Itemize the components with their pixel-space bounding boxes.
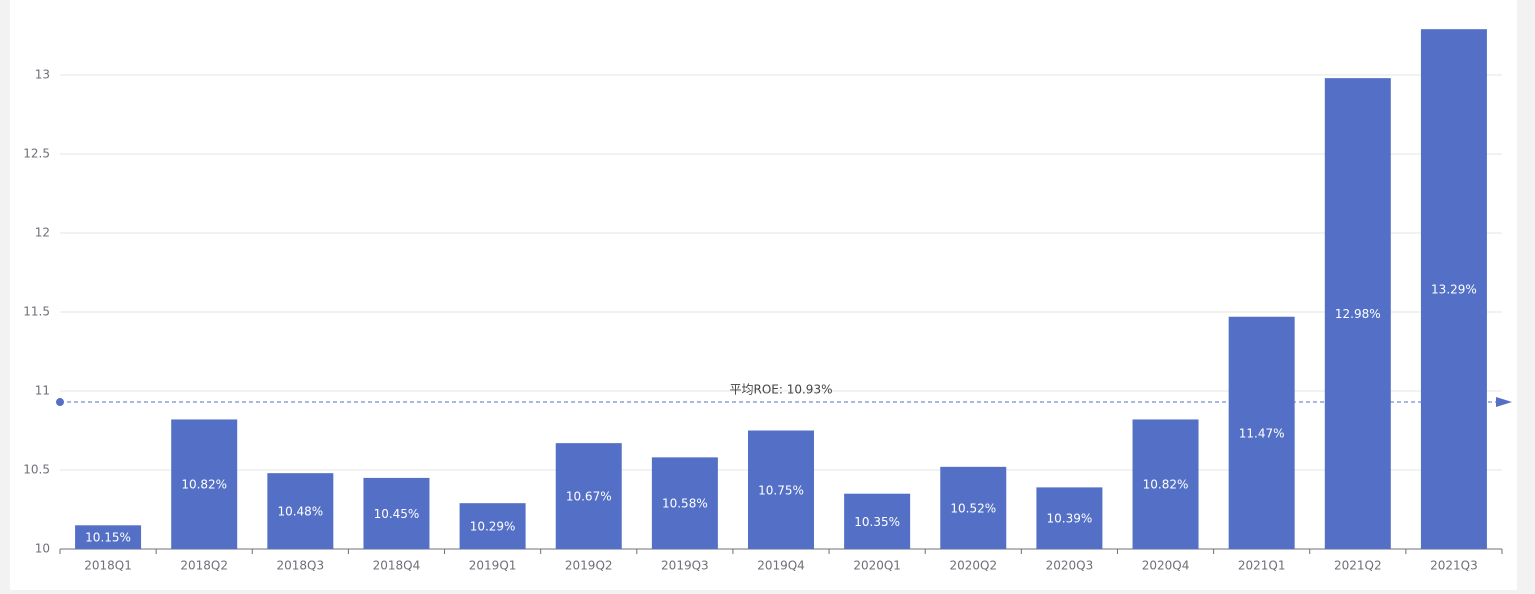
y-tick-label: 12.5 xyxy=(23,147,50,161)
value-label: 10.75% xyxy=(758,483,804,497)
bar xyxy=(1228,316,1295,549)
bar xyxy=(555,443,622,549)
x-tick-label: 2020Q2 xyxy=(949,559,997,573)
value-label: 10.39% xyxy=(1047,512,1093,526)
bar xyxy=(267,473,334,549)
average-label: 平均ROE: 10.93% xyxy=(730,383,833,397)
x-tick-label: 2019Q1 xyxy=(469,559,517,573)
bar xyxy=(75,525,142,549)
x-tick-label: 2018Q1 xyxy=(84,559,132,573)
average-start xyxy=(56,398,64,407)
x-tick-label: 2021Q1 xyxy=(1238,559,1286,573)
value-label: 10.82% xyxy=(1143,478,1189,492)
bar xyxy=(1036,487,1103,549)
x-tick-label: 2020Q1 xyxy=(853,559,901,573)
value-label: 10.35% xyxy=(854,515,900,529)
bar xyxy=(844,493,911,549)
value-label: 10.48% xyxy=(277,505,323,519)
bar xyxy=(748,430,814,549)
y-tick-label: 11.5 xyxy=(23,305,50,319)
bar xyxy=(171,419,238,549)
x-tick-label: 2019Q4 xyxy=(757,559,805,573)
value-label: 10.15% xyxy=(85,531,131,545)
x-tick-label: 2019Q3 xyxy=(661,559,709,573)
bar xyxy=(363,477,430,549)
bar xyxy=(459,503,526,549)
y-tick-label: 13 xyxy=(35,68,50,82)
value-label: 10.29% xyxy=(470,520,516,534)
bar xyxy=(651,457,718,549)
value-label: 10.82% xyxy=(181,478,227,492)
bar xyxy=(940,466,1007,549)
value-label: 10.45% xyxy=(374,507,420,521)
y-tick-label: 10.5 xyxy=(23,463,50,477)
x-tick-label: 2019Q2 xyxy=(565,559,613,573)
bar xyxy=(1420,29,1487,550)
value-label: 12.98% xyxy=(1335,307,1381,321)
y-tick-label: 10 xyxy=(35,542,50,556)
bar xyxy=(1324,78,1391,549)
x-tick-label: 2018Q4 xyxy=(373,559,421,573)
value-label: 10.52% xyxy=(950,501,996,515)
x-tick-label: 2020Q3 xyxy=(1046,559,1094,573)
value-label: 11.47% xyxy=(1239,426,1285,440)
x-tick-label: 2021Q3 xyxy=(1430,559,1478,573)
average-arrow xyxy=(1496,397,1512,408)
value-label: 10.67% xyxy=(566,490,612,504)
value-label: 13.29% xyxy=(1431,283,1477,297)
x-tick-label: 2021Q2 xyxy=(1334,559,1382,573)
x-tick-label: 2018Q2 xyxy=(180,559,228,573)
value-label: 10.58% xyxy=(662,497,708,511)
y-tick-label: 12 xyxy=(35,226,50,240)
x-tick-label: 2018Q3 xyxy=(277,559,325,573)
y-tick-label: 11 xyxy=(35,384,50,398)
bar xyxy=(1132,419,1199,549)
x-tick-label: 2020Q4 xyxy=(1142,559,1190,573)
